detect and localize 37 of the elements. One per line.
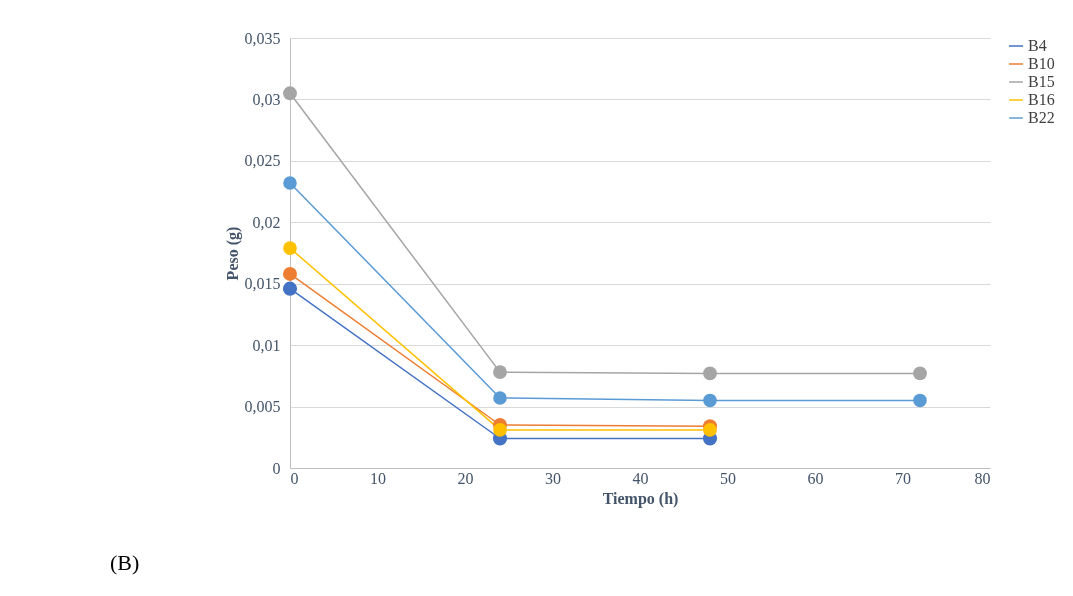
legend-label: B4 [1028, 37, 1047, 54]
x-tick-label: 70 [895, 469, 911, 487]
y-tick-label: 0,025 [244, 152, 281, 170]
x-tick-label: 20 [457, 469, 474, 487]
y-tick-label: 0,01 [252, 336, 281, 354]
legend-label: B22 [1028, 109, 1055, 126]
x-tick-label: 60 [807, 469, 824, 487]
point [913, 366, 927, 381]
legend-label: B10 [1028, 55, 1055, 72]
x-tick-label: 40 [632, 469, 649, 487]
y-tick-label: 0,02 [252, 213, 281, 231]
y-tick-label: 0,035 [244, 29, 281, 47]
x-tick-label: 30 [545, 469, 561, 487]
text: (B) [110, 550, 140, 575]
point [493, 423, 507, 437]
point [703, 366, 717, 381]
x-tick-label: 80 [974, 469, 991, 487]
point [703, 423, 717, 437]
y-axis-title: Peso (g) [223, 226, 242, 281]
legend-label: B15 [1028, 73, 1055, 90]
point [913, 393, 927, 408]
x-tick-label: 0 [290, 469, 299, 487]
y-tick-label: 0,03 [252, 90, 281, 108]
point [282, 281, 298, 296]
y-tick-label: 0,015 [244, 275, 281, 293]
x-axis-title: Tiempo (h) [602, 489, 679, 508]
point [493, 365, 507, 380]
x-tick-label: 50 [720, 469, 736, 487]
point [493, 391, 507, 405]
point [283, 241, 297, 255]
legend-label: B16 [1028, 91, 1055, 108]
y-tick-label: 0,005 [244, 398, 281, 416]
point [283, 176, 297, 190]
point [283, 86, 297, 101]
point [703, 393, 717, 408]
x-tick-label: 10 [370, 469, 386, 487]
point [283, 266, 297, 281]
